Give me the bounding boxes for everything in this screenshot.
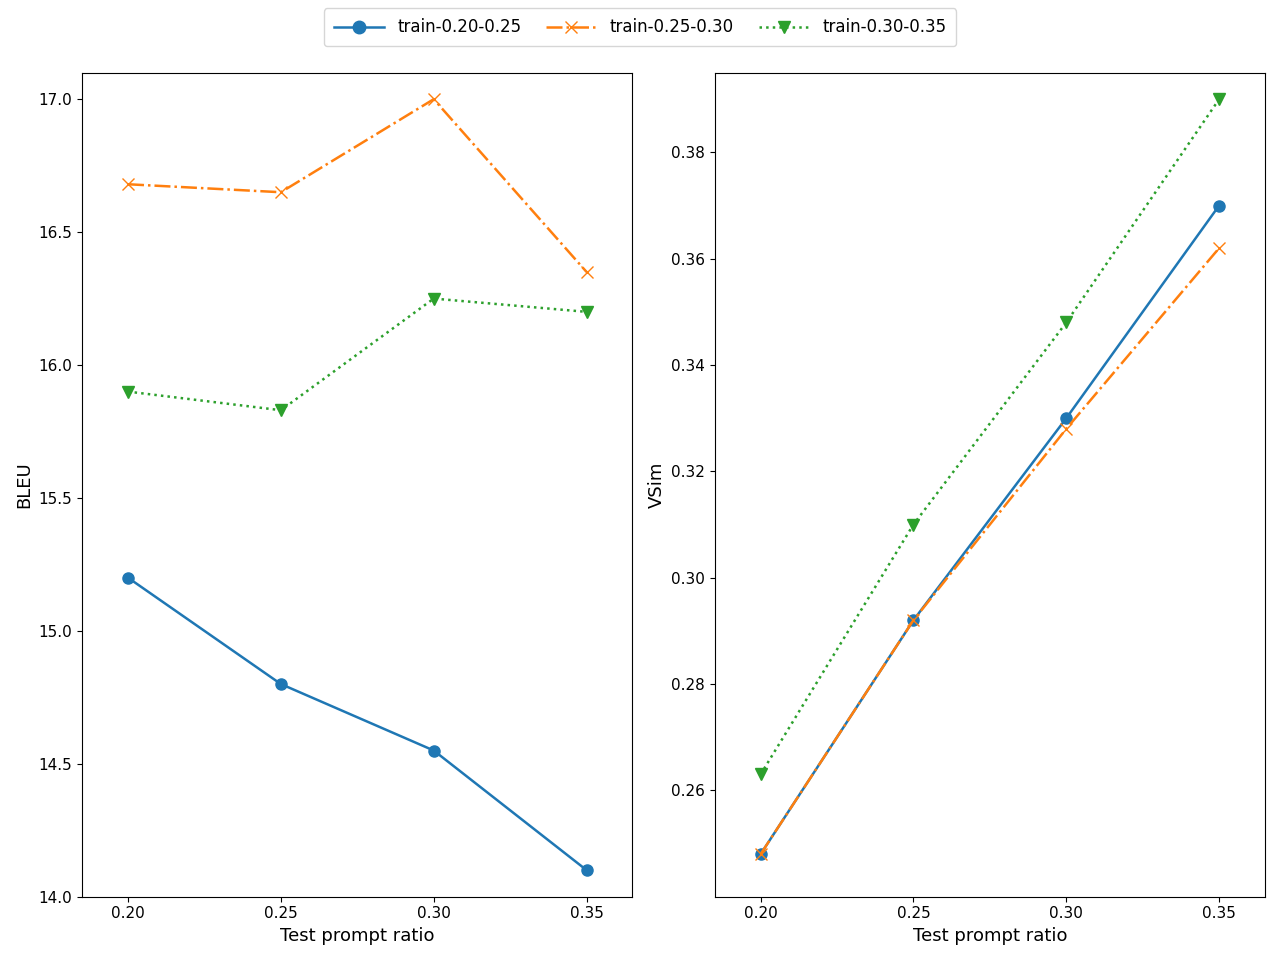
train-0.20-0.25 (273, 679, 288, 690)
train-0.20-0.25 (1211, 200, 1226, 211)
Line: train-0.20-0.25: train-0.20-0.25 (123, 572, 593, 876)
train-0.20-0.25 (579, 864, 594, 876)
Line: train-0.25-0.30: train-0.25-0.30 (123, 94, 593, 277)
train-0.25-0.30 (273, 186, 288, 198)
Y-axis label: VSim: VSim (648, 462, 666, 508)
train-0.30-0.35 (273, 404, 288, 416)
train-0.25-0.30 (579, 266, 594, 277)
train-0.25-0.30 (753, 849, 768, 860)
X-axis label: Test prompt ratio: Test prompt ratio (913, 927, 1068, 945)
X-axis label: Test prompt ratio: Test prompt ratio (280, 927, 434, 945)
Line: train-0.30-0.35: train-0.30-0.35 (755, 94, 1225, 780)
Line: train-0.30-0.35: train-0.30-0.35 (123, 293, 593, 416)
train-0.20-0.25 (753, 849, 768, 860)
train-0.20-0.25 (120, 572, 136, 584)
train-0.25-0.30 (426, 93, 442, 105)
train-0.30-0.35 (1059, 317, 1074, 328)
Legend: train-0.20-0.25, train-0.25-0.30, train-0.30-0.35: train-0.20-0.25, train-0.25-0.30, train-… (324, 9, 956, 46)
Line: train-0.20-0.25: train-0.20-0.25 (755, 200, 1225, 860)
train-0.30-0.35 (1211, 93, 1226, 105)
train-0.25-0.30 (1211, 242, 1226, 253)
train-0.30-0.35 (120, 386, 136, 397)
train-0.30-0.35 (906, 518, 922, 530)
train-0.20-0.25 (906, 614, 922, 626)
train-0.25-0.30 (1059, 423, 1074, 435)
train-0.20-0.25 (426, 745, 442, 756)
train-0.20-0.25 (1059, 413, 1074, 424)
train-0.25-0.30 (120, 179, 136, 190)
train-0.30-0.35 (753, 769, 768, 780)
train-0.30-0.35 (426, 293, 442, 304)
Line: train-0.25-0.30: train-0.25-0.30 (755, 243, 1225, 860)
train-0.25-0.30 (906, 614, 922, 626)
Y-axis label: BLEU: BLEU (15, 462, 33, 508)
train-0.30-0.35 (579, 306, 594, 318)
